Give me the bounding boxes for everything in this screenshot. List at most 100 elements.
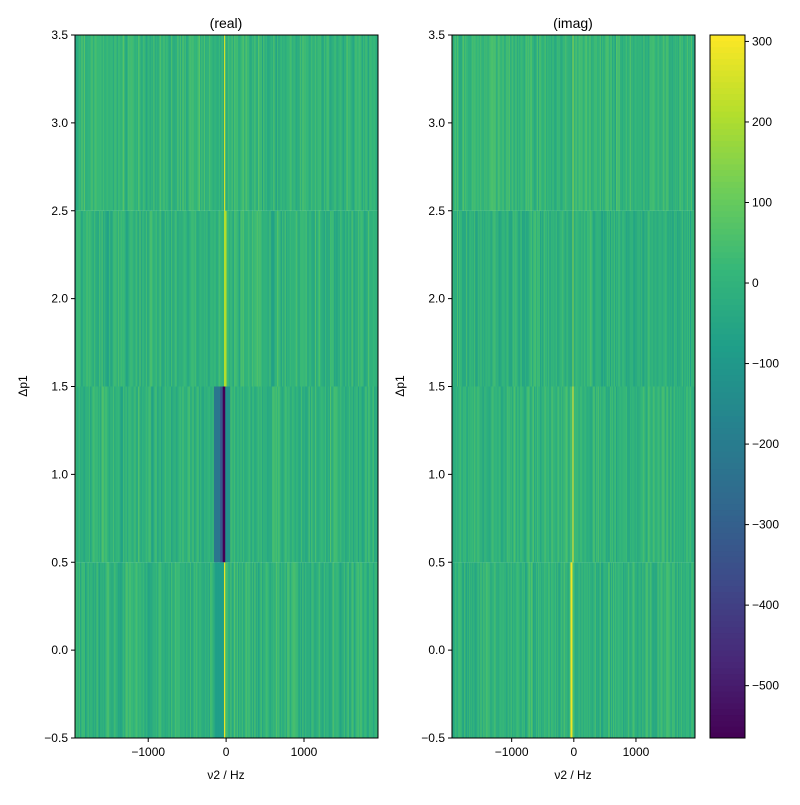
heatmap-cell-0-0-223 [356,562,359,738]
heatmap-cell-1-0-145 [598,562,601,738]
heatmap-cell-1-2-94 [547,210,549,387]
colorbar-segment [710,304,745,311]
heatmap-cell-1-3-72 [524,35,527,211]
heatmap-cell-1-3-223 [677,35,680,211]
heatmap-cell-0-2-61 [152,210,154,387]
heatmap-cell-0-2-139 [250,210,253,387]
heatmap-cell-1-2-149 [602,210,605,387]
heatmap-cell-1-1-172 [626,386,628,563]
heatmap-cell-0-3-67 [159,35,162,211]
heatmap-cell-1-0-25 [477,562,479,738]
heatmap-cell-1-2-208 [662,210,665,387]
heatmap-cell-0-0-5 [81,562,83,738]
heatmap-cell-0-3-72 [165,35,168,211]
heatmap-cell-1-0-132 [585,562,588,738]
heatmap-cell-1-0-114 [567,562,569,738]
heatmap-cell-1-1-94 [547,386,549,563]
heatmap-cell-1-3-21 [473,35,475,211]
heatmap-cell-1-2-190 [644,210,646,387]
heatmap-cell-0-2-112 [216,210,219,387]
heatmap-cell-0-0-135 [245,562,248,738]
colorbar-segment [710,679,745,686]
colorbar-segment [710,298,745,305]
heatmap-cell-0-3-149 [263,35,265,211]
heatmap-cell-1-2-105 [558,210,560,387]
heatmap-cell-1-0-134 [587,562,590,738]
heatmap-cell-1-0-76 [528,562,531,738]
heatmap-cell-1-0-170 [624,562,626,738]
heatmap-cell-0-2-233 [369,210,371,387]
heatmap-cell-0-2-97 [197,210,200,387]
heatmap-cell-0-0-16 [95,562,97,738]
heatmap-cell-1-3-20 [472,35,474,211]
heatmap-cell-0-0-142 [254,562,256,738]
heatmap-cell-0-2-10 [87,210,90,387]
heatmap-cell-1-2-36 [488,210,490,387]
heatmap-cell-0-1-185 [308,386,311,563]
colorbar-segment [710,573,745,581]
heatmap-cell-1-1-7 [459,386,461,563]
heatmap-cell-1-3-44 [496,35,498,211]
heatmap-cell-1-0-60 [512,562,515,738]
heatmap-cell-1-3-184 [638,35,640,211]
heatmap-cell-1-3-197 [651,35,653,211]
heatmap-cell-0-3-125 [232,35,235,211]
heatmap-cell-1-3-154 [607,35,610,211]
heatmap-cell-0-0-203 [331,562,333,738]
heatmap-cell-0-3-184 [307,35,309,211]
heatmap-cell-0-3-211 [341,35,344,211]
heatmap-cell-0-0-9 [86,562,89,738]
heatmap-cell-1-0-102 [555,562,557,738]
colorbar-segment [710,480,745,487]
heatmap-cell-1-2-160 [614,210,616,387]
heatmap-cell-1-0-176 [630,562,632,738]
heatmap-cell-0-1-108 [211,386,214,563]
heatmap-cell-0-1-82 [178,386,181,563]
heatmap-cell-1-1-41 [493,386,495,563]
heatmap-cell-0-2-126 [234,210,236,387]
heatmap-cell-0-3-15 [93,35,96,211]
heatmap-cell-0-3-80 [176,35,178,211]
heatmap-cell-1-3-8 [460,35,462,211]
heatmap-cell-1-1-116 [569,386,571,563]
heatmap-cell-0-3-48 [135,35,138,211]
heatmap-cell-1-0-80 [533,562,535,738]
heatmap-cell-0-0-232 [367,562,370,738]
heatmap-cell-1-0-72 [524,562,527,738]
imag-title: (imag) [553,15,593,31]
heatmap-cell-1-0-16 [468,562,470,738]
heatmap-cell-0-1-104 [206,386,208,563]
heatmap-cell-1-3-232 [686,35,689,211]
heatmap-cell-1-3-12 [464,35,466,211]
heatmap-cell-1-1-1 [453,386,455,563]
heatmap-cell-0-1-70 [163,386,166,563]
heatmap-cell-0-3-135 [245,35,248,211]
heatmap-cell-1-0-1 [453,562,455,738]
colorbar-segment [710,439,745,446]
heatmap-cell-0-1-226 [360,386,362,563]
heatmap-cell-0-3-124 [231,35,234,211]
heatmap-cell-1-1-202 [656,386,658,563]
heatmap-cell-1-2-236 [690,210,693,387]
heatmap-cell-1-3-114 [567,35,569,211]
colorbar-segment [710,509,745,516]
heatmap-cell-1-0-188 [642,562,644,738]
heatmap-cell-0-2-25 [106,210,109,387]
heatmap-cell-0-1-67 [159,386,162,563]
heatmap-cell-0-1-90 [188,386,191,563]
heatmap-cell-0-2-187 [311,210,313,387]
heatmap-cell-1-0-141 [594,562,597,738]
heatmap-cell-0-3-7 [83,35,86,211]
heatmap-cell-1-2-181 [635,210,637,387]
colorbar-segment [710,339,745,346]
heatmap-cell-1-0-222 [676,562,679,738]
heatmap-cell-0-3-98 [198,35,201,211]
heatmap-cell-0-3-114 [218,35,221,211]
heatmap-cell-1-1-49 [501,386,504,563]
heatmap-cell-0-2-209 [338,210,341,387]
heatmap-cell-1-1-161 [615,386,617,563]
heatmap-cell-0-2-77 [172,210,174,387]
heatmap-cell-1-0-214 [668,562,671,738]
heatmap-cell-0-3-172 [292,35,294,211]
